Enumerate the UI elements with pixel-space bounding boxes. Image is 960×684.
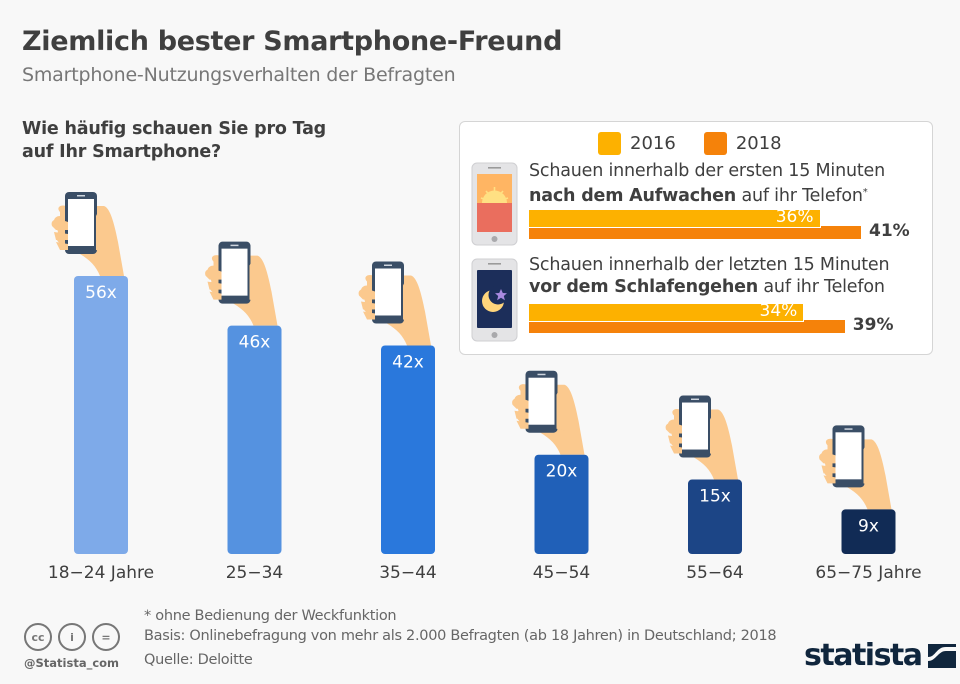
hbar-2018-bedtime [529,320,845,333]
license-icons: cc i = [24,623,126,651]
bar-group: 46x 25−34 [205,241,284,583]
basis-note: Basis: Onlinebefragung von mehr als 2.00… [144,628,777,644]
chart-subtitle: Smartphone-Nutzungsverhalten der Befragt… [22,64,456,86]
hbar-label-2016: 34% [759,301,798,321]
stats-panel: 2016 2018 Schauen innerhalb der ersten 1… [459,121,933,355]
statista-logo[interactable]: statista [804,638,956,673]
stat-line1: Schauen innerhalb der ersten 15 Minuten [529,161,885,181]
moon-phone-icon [471,258,518,342]
legend-item-2018: 2018 [703,132,782,155]
bar-group: 15x 55−64 [665,395,744,583]
bar-value-label: 15x [699,487,731,507]
bar-value-label: 46x [239,333,271,353]
bar-value-label: 56x [85,283,117,303]
bar [227,325,282,554]
category-label: 25−34 [226,563,284,583]
chart-title: Ziemlich bester Smartphone-Freund [22,26,563,57]
statista-logo-mark-icon [927,643,956,668]
sunrise-phone-icon [471,162,518,246]
source-note: Quelle: Deloitte [144,652,253,668]
bar-value-label: 9x [858,516,879,536]
hbar-label-2016: 36% [775,207,814,227]
bar-value-label: 42x [392,353,424,373]
stat-text-wakeup: Schauen innerhalb der ersten 15 Minuten … [529,160,885,207]
stat-bold: nach dem Aufwachen [529,186,737,206]
bar-group: 56x 18−24 Jahre [48,192,154,583]
hand-holding-phone-icon [819,425,892,510]
stat-rest: auf ihr Telefon [736,186,863,206]
legend-swatch-2016 [598,132,621,155]
cc-icon[interactable]: cc [24,623,52,651]
question-line-1: Wie häufig schauen Sie pro Tag [22,119,327,139]
logo-text: statista [804,638,923,673]
bar-value-label: 20x [546,462,578,482]
statista-handle[interactable]: @Statista_com [24,656,120,670]
bar-group: 20x 45−54 [512,370,591,583]
hand-holding-phone-icon [665,395,738,480]
stat-rest: auf ihr Telefon [758,277,885,297]
bar [841,509,896,554]
category-label: 55−64 [686,563,744,583]
stat-line1: Schauen innerhalb der letzten 15 Minuten [529,255,890,275]
bar-group: 9x 65−75 Jahre [815,425,922,583]
category-label: 18−24 Jahre [48,563,154,583]
legend-label-2016: 2016 [630,133,676,154]
question-heading: Wie häufig schauen Sie pro Tag auf Ihr S… [22,118,326,164]
legend-label-2018: 2018 [735,133,782,154]
category-label: 45−54 [533,563,591,583]
hbar-2016-wakeup: 36% [529,207,821,228]
hand-holding-phone-icon [358,261,431,346]
bar [381,345,435,554]
legend: 2016 2018 [598,132,810,155]
category-label: 35−44 [379,563,437,583]
bar [688,479,742,554]
no-derivatives-icon[interactable]: = [92,623,120,651]
hand-holding-phone-icon [205,241,278,326]
attribution-icon[interactable]: i [58,623,86,651]
legend-item-2016: 2016 [598,132,676,155]
category-label: 65−75 Jahre [815,563,921,583]
bar-group: 42x 35−44 [358,261,437,583]
stat-bold: vor dem Schlafengehen [529,277,759,297]
footnote-mark: * [862,187,868,198]
footnote: * ohne Bedienung der Weckfunktion [144,608,397,624]
stat-text-bedtime: Schauen innerhalb der letzten 15 Minuten… [529,254,890,298]
bar [74,276,128,554]
hand-holding-phone-icon [51,192,125,276]
hbar-2016-bedtime: 34% [529,301,805,322]
hbar-2018-wakeup [529,226,861,239]
hand-holding-phone-icon [512,370,585,455]
legend-swatch-2018 [703,132,727,155]
bar [534,454,589,554]
hbar-value-2018-bedtime: 39% [852,315,894,335]
question-line-2: auf Ihr Smartphone? [22,142,221,162]
hbar-value-2018-wakeup: 41% [869,221,910,241]
